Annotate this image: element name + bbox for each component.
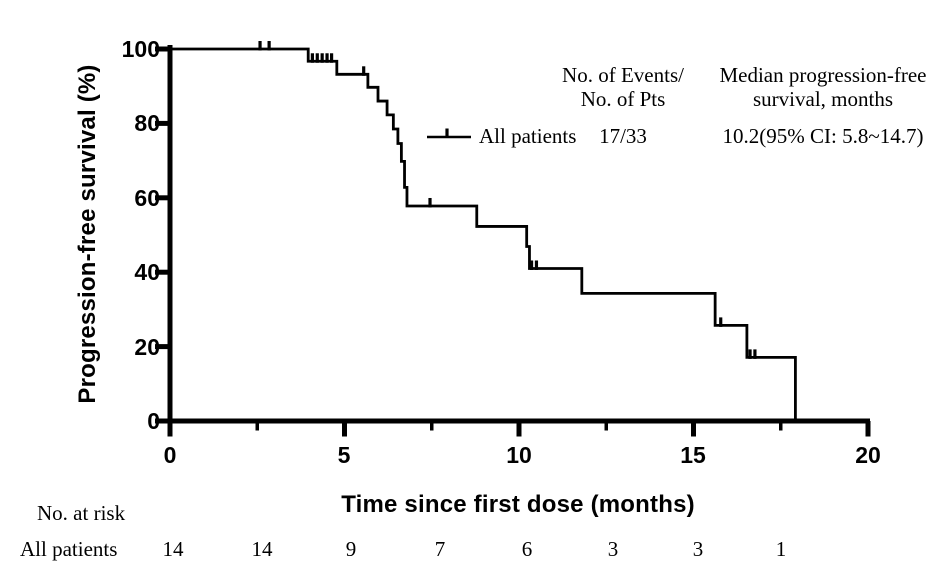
risk-table-row-label: All patients [20,537,118,561]
legend-median-header-line2: survival, months [753,87,893,111]
risk-count-t5: 9 [345,537,357,561]
km-curve-all-patients [170,47,797,421]
legend-median-header-line1: Median progression-free [719,63,927,87]
risk-count-t10: 6 [521,537,533,561]
x-tick-label-10: 10 [506,442,532,468]
legend-median-value: 10.2(95% CI: 5.8~14.7) [722,124,924,148]
x-tick-label-0: 0 [163,442,177,468]
x-axis-title: Time since first dose (months) [341,491,695,518]
y-tick-label-60: 60 [134,185,160,211]
risk-count-t17_5: 1 [775,537,787,561]
y-tick-label-100: 100 [121,36,160,62]
y-tick-label-0: 0 [147,408,160,434]
x-tick-label-15: 15 [680,442,706,468]
y-tick-label-80: 80 [134,110,160,136]
y-axis-title: Progression-free survival (%) [74,64,101,404]
x-tick-label-5: 5 [337,442,351,468]
risk-count-t7_5: 7 [434,537,446,561]
risk-count-t15: 3 [692,537,704,561]
axes [155,45,871,437]
legend-series-symbol [427,128,471,139]
y-tick-label-40: 40 [134,259,160,285]
risk-count-t12_5: 3 [607,537,619,561]
risk-count-t2_5: 14 [251,537,273,561]
x-tick-label-20: 20 [855,442,881,468]
legend-events-header: No. of Events/ No. of Pts [523,63,723,111]
risk-table-title: No. at risk [37,501,126,525]
legend-events-header-line1: No. of Events/ [562,63,684,87]
legend-median-header: Median progression-free survival, months [692,63,931,111]
y-tick-label-20: 20 [134,334,160,360]
legend-series-label: All patients [479,124,577,148]
legend-events-value: 17/33 [599,124,647,148]
risk-count-t0: 14 [162,537,184,561]
censor-marks [258,41,757,359]
legend-events-header-line2: No. of Pts [580,87,666,111]
